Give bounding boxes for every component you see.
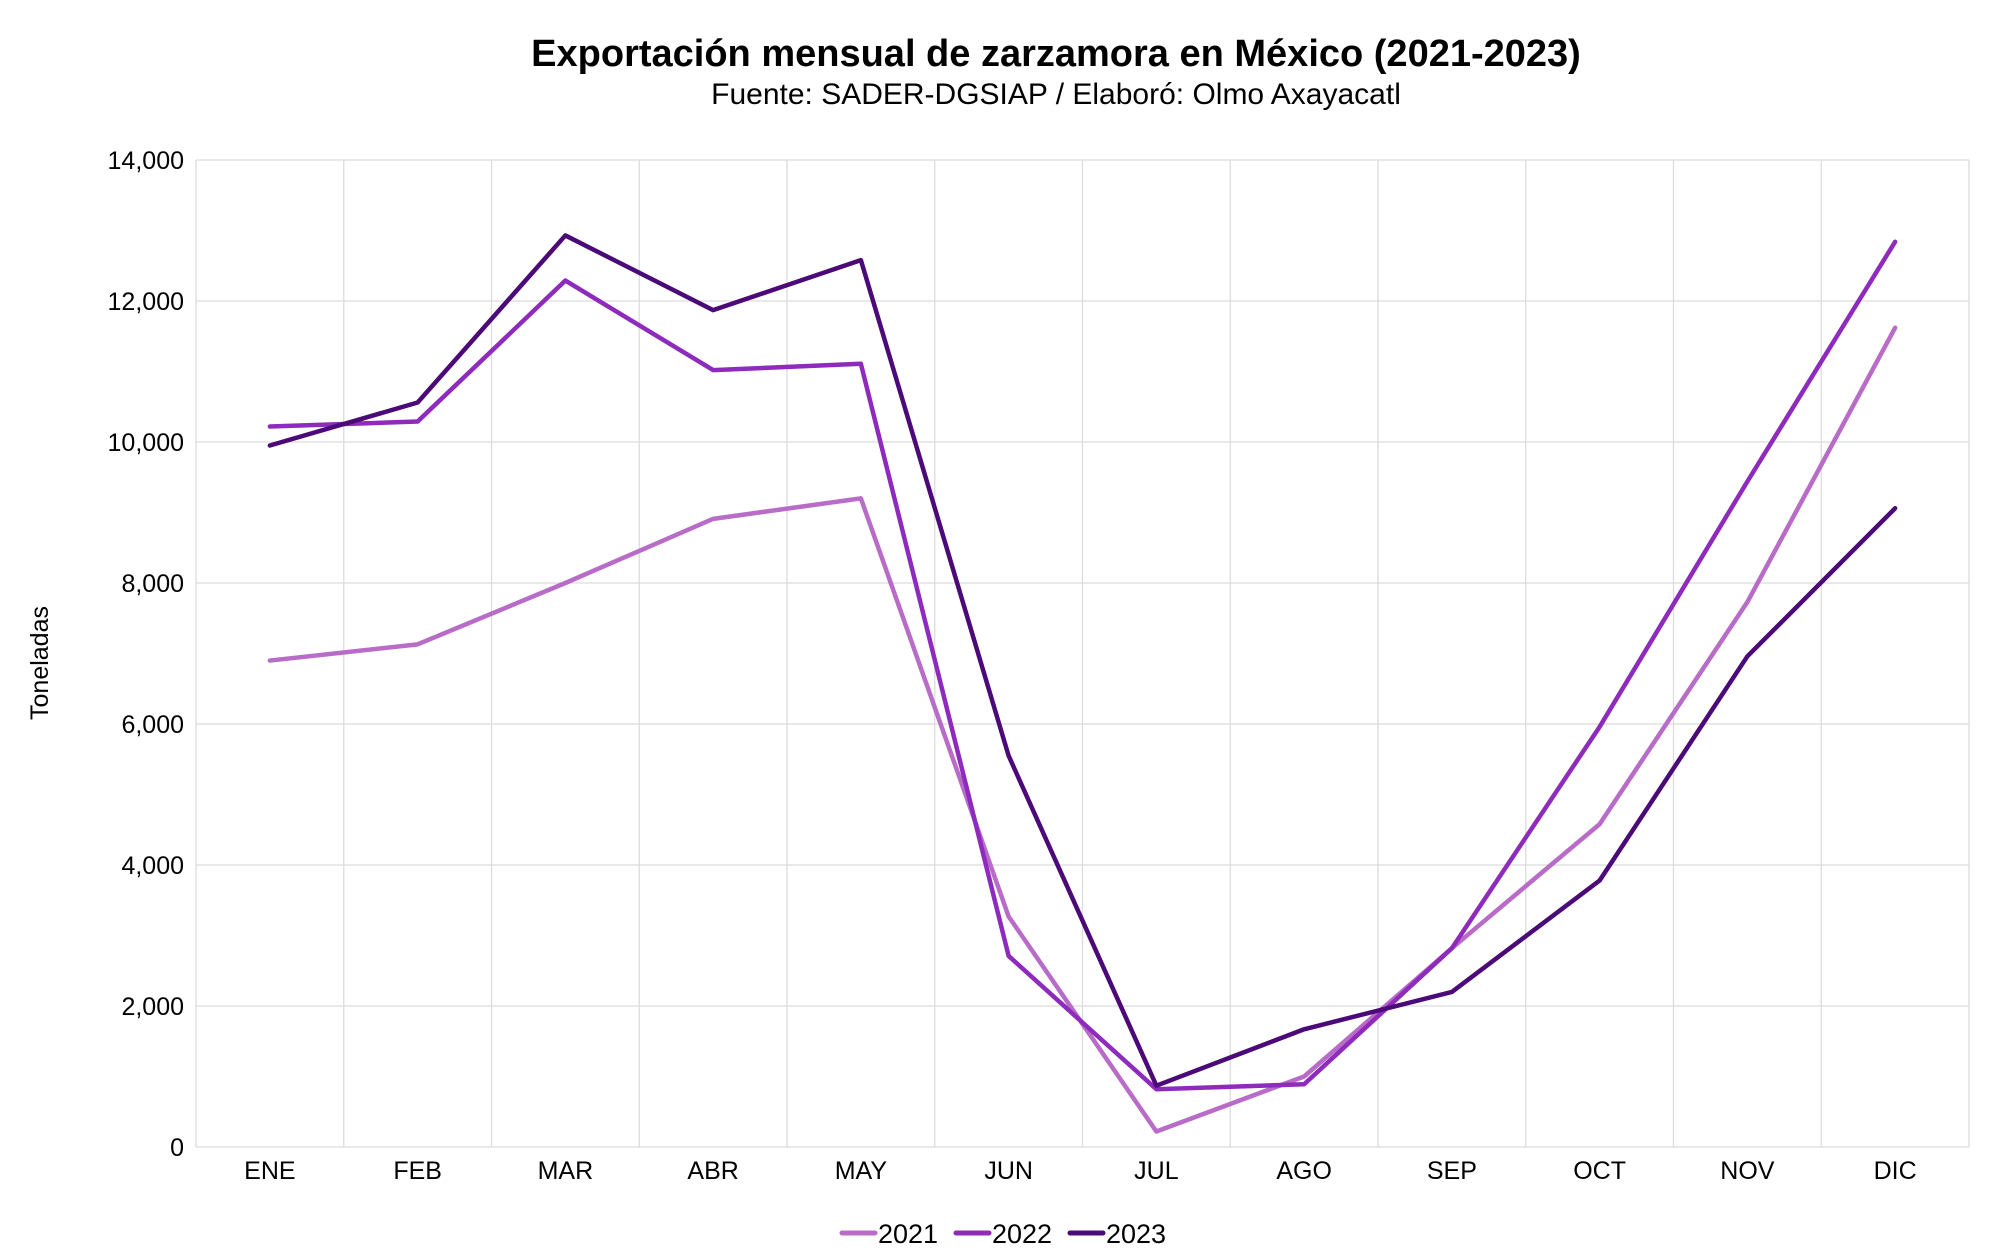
x-tick-label: JUN bbox=[984, 1157, 1033, 1185]
grid bbox=[195, 159, 1970, 1148]
x-tick-label: OCT bbox=[1573, 1157, 1626, 1185]
x-tick-label: DIC bbox=[1874, 1157, 1917, 1185]
y-tick-label: 2,000 bbox=[121, 993, 184, 1021]
y-tick-label: 4,000 bbox=[121, 852, 184, 880]
chart-title: Exportación mensual de zarzamora en Méxi… bbox=[531, 33, 1581, 75]
series-line-2023 bbox=[267, 233, 1898, 1088]
y-tick-label: 14,000 bbox=[108, 147, 184, 175]
y-tick-label: 10,000 bbox=[108, 429, 184, 457]
legend-label-2023: 2023 bbox=[1106, 1219, 1166, 1249]
legend: 2021 2022 2023 bbox=[839, 1219, 1166, 1249]
series-line-2022 bbox=[267, 239, 1898, 1092]
x-tick-label: ABR bbox=[687, 1157, 738, 1185]
y-tick-label: 8,000 bbox=[121, 570, 184, 598]
y-tick-label: 0 bbox=[170, 1134, 184, 1162]
x-tick-label: ENE bbox=[244, 1157, 295, 1185]
legend-label-2021: 2021 bbox=[878, 1219, 938, 1249]
x-tick-label: JUL bbox=[1134, 1157, 1179, 1185]
series-lines bbox=[267, 233, 1898, 1134]
x-tick-label: FEB bbox=[393, 1157, 442, 1185]
chart-subtitle: Fuente: SADER-DGSIAP / Elaboró: Olmo Axa… bbox=[711, 78, 1401, 111]
y-axis-label: Toneladas bbox=[26, 606, 54, 720]
y-axis: 0 2,000 4,000 6,000 8,000 10,000 12,000 14,000 bbox=[108, 147, 184, 1162]
x-axis: ENE FEB MAR ABR MAY JUN JUL AGO SEP OCT NOV DIC bbox=[244, 1157, 1916, 1185]
x-tick-label: AGO bbox=[1276, 1157, 1332, 1185]
legend-label-2022: 2022 bbox=[992, 1219, 1052, 1249]
x-tick-label: MAY bbox=[835, 1157, 888, 1185]
y-tick-label: 12,000 bbox=[108, 288, 184, 316]
x-tick-label: MAR bbox=[538, 1157, 594, 1185]
y-tick-label: 6,000 bbox=[121, 711, 184, 739]
x-tick-label: NOV bbox=[1720, 1157, 1775, 1185]
x-tick-label: SEP bbox=[1427, 1157, 1477, 1185]
